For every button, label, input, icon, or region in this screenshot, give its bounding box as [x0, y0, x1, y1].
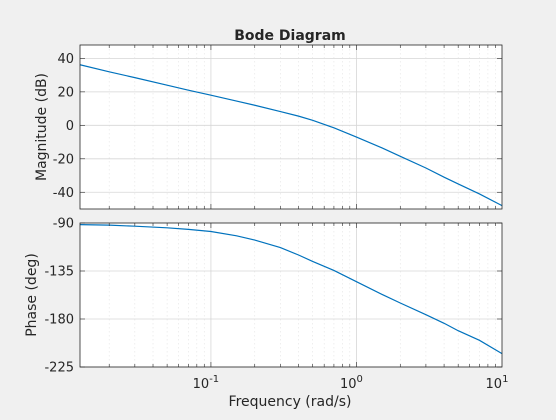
x-tick-exponent: 0	[357, 374, 363, 385]
x-axis-label: Frequency (rad/s)	[229, 394, 352, 410]
phase-series-line	[79, 224, 503, 355]
magnitude-panel: 40 20 0 -20 -40 Magnitude (dB)	[34, 44, 503, 210]
mag-y-tick-label: 40	[57, 52, 74, 67]
magnitude-axis-label: Magnitude (dB)	[34, 73, 50, 181]
mag-y-tick-label: -40	[53, 186, 74, 201]
x-tick-label: 10-1	[193, 374, 220, 392]
mag-y-tick-label: -20	[53, 152, 74, 167]
phase-ticks: -90 -135 -180 -225	[44, 217, 502, 376]
x-tick-base: 10	[193, 377, 210, 392]
mag-y-tick-label: 0	[66, 119, 74, 134]
x-tick-exponent: 1	[502, 374, 508, 385]
x-tick-labels: 10-1 100 101	[193, 374, 509, 392]
phase-axes-box	[79, 222, 503, 368]
magnitude-plot-area	[80, 45, 502, 209]
phase-panel: -90 -135 -180 -225 Phase (deg)	[24, 217, 503, 376]
phase-y-tick-label: -90	[53, 217, 74, 232]
magnitude-axes-box	[79, 44, 503, 210]
phase-y-tick-label: -225	[44, 361, 74, 376]
magnitude-ticks: 40 20 0 -20 -40	[53, 45, 502, 209]
x-tick-label: 100	[340, 374, 363, 392]
phase-y-tick-label: -180	[44, 313, 74, 328]
x-tick-label: 101	[486, 374, 509, 392]
phase-plot-area	[80, 223, 502, 367]
phase-axis-label: Phase (deg)	[24, 253, 40, 337]
magnitude-grid	[80, 45, 502, 209]
mag-y-tick-label: 20	[57, 85, 74, 100]
magnitude-series-line	[79, 64, 503, 207]
chart-title: Bode Diagram	[234, 28, 346, 44]
x-tick-exponent: -1	[209, 374, 219, 385]
x-tick-base: 10	[486, 377, 503, 392]
x-tick-base: 10	[340, 377, 357, 392]
phase-y-tick-label: -135	[44, 265, 74, 280]
